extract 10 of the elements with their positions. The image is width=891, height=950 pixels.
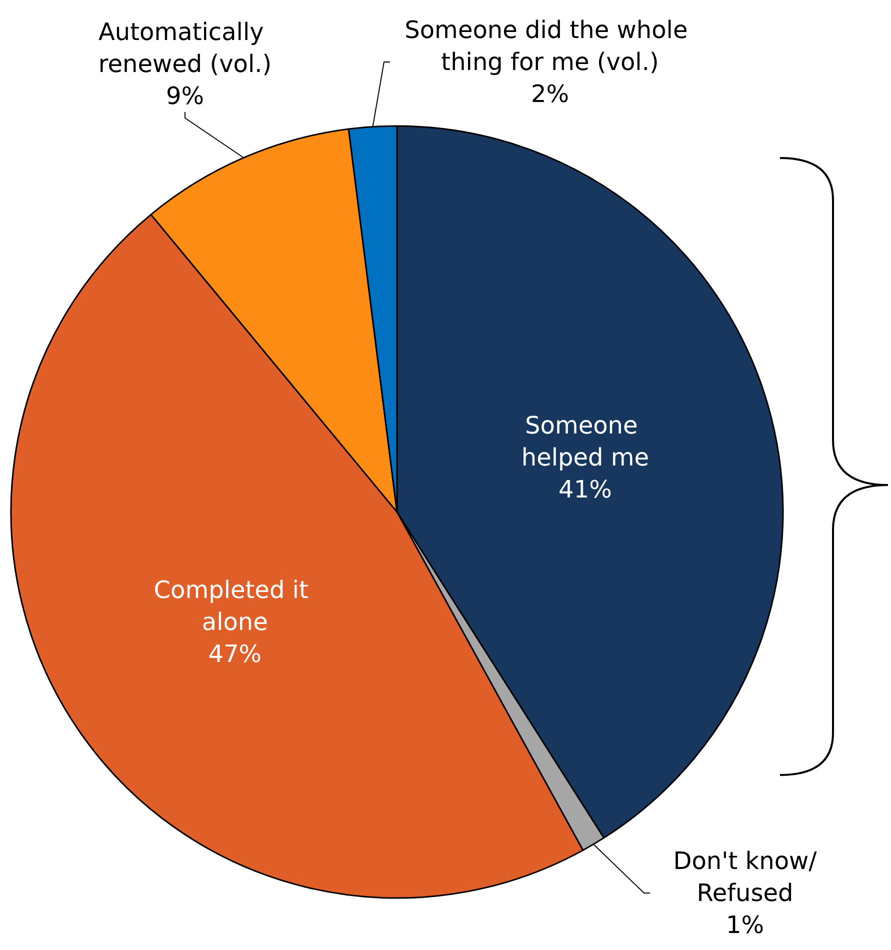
data-label: 47% (208, 640, 262, 668)
data-label: 1% (726, 911, 764, 939)
slice-label: Don't know/Refused (673, 847, 818, 907)
slice-label: Automatically renewed (vol.) (98, 18, 272, 78)
slice-label: Someone did the whole thing for me (vol.) (404, 16, 696, 76)
data-label: 9% (166, 82, 204, 110)
slice-label: Someone helped me (521, 411, 650, 472)
slice-label: Completed it alone (154, 576, 316, 636)
data-label: 41% (558, 475, 612, 504)
data-label: 2% (530, 80, 570, 108)
